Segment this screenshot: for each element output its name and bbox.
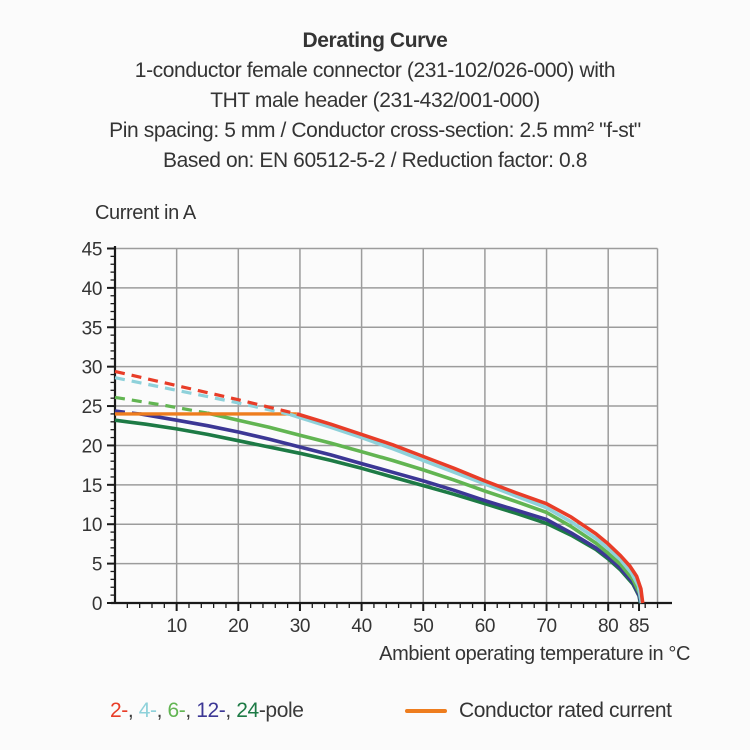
chart-subtitle-standard: Based on: EN 60512-5-2 / Reduction facto… (162, 149, 588, 172)
y-axis-title: Current in A (95, 202, 196, 224)
svg-text:10: 10 (166, 616, 186, 637)
svg-text:10: 10 (82, 515, 102, 536)
conductor-rated-current-label: Conductor rated current (459, 699, 672, 722)
pole-count-label: , (225, 699, 237, 722)
legend-rated-current: Conductor rated current (405, 699, 672, 723)
pole-count-label: 12- (196, 699, 226, 722)
pole-count-label: 2- (110, 699, 128, 722)
svg-text:30: 30 (82, 358, 102, 379)
svg-text:0: 0 (92, 594, 102, 615)
svg-text:45: 45 (82, 239, 102, 260)
svg-text:70: 70 (536, 616, 556, 637)
svg-text:60: 60 (475, 616, 495, 637)
pole-count-label: 4- (138, 699, 157, 722)
chart-subtitle-connector: 1-conductor female connector (231-102/02… (134, 59, 616, 82)
svg-text:40: 40 (351, 616, 371, 637)
pole-count-label: , (185, 699, 197, 722)
chart-header: Derating Curve 1-conductor female connec… (0, 26, 750, 176)
svg-text:20: 20 (82, 436, 102, 457)
chart-subtitle-header: THT male header (231-432/001-000) (210, 89, 540, 112)
pole-count-label: 6- (167, 699, 186, 722)
svg-text:25: 25 (82, 397, 102, 418)
svg-text:40: 40 (82, 279, 102, 300)
chart-subtitle-spacing: Pin spacing: 5 mm / Conductor cross-sect… (109, 119, 641, 142)
pole-count-label: 24 (236, 699, 259, 722)
legend-pole-counts: 2-, 4-, 6-, 12-, 24-pole (110, 699, 304, 723)
pole-count-label: -pole (258, 699, 304, 722)
svg-text:85: 85 (629, 616, 649, 637)
pole-count-label: , (127, 699, 139, 722)
chart-title: Derating Curve (302, 29, 448, 52)
pole-count-label: , (156, 699, 168, 722)
svg-text:80: 80 (598, 616, 618, 637)
svg-text:20: 20 (228, 616, 248, 637)
svg-text:5: 5 (92, 555, 102, 576)
x-axis-title: Ambient operating temperature in °C (379, 643, 690, 665)
svg-text:15: 15 (82, 476, 102, 497)
svg-text:30: 30 (290, 616, 310, 637)
orange-line-icon (405, 709, 447, 713)
svg-text:35: 35 (82, 318, 102, 339)
svg-text:50: 50 (413, 616, 433, 637)
